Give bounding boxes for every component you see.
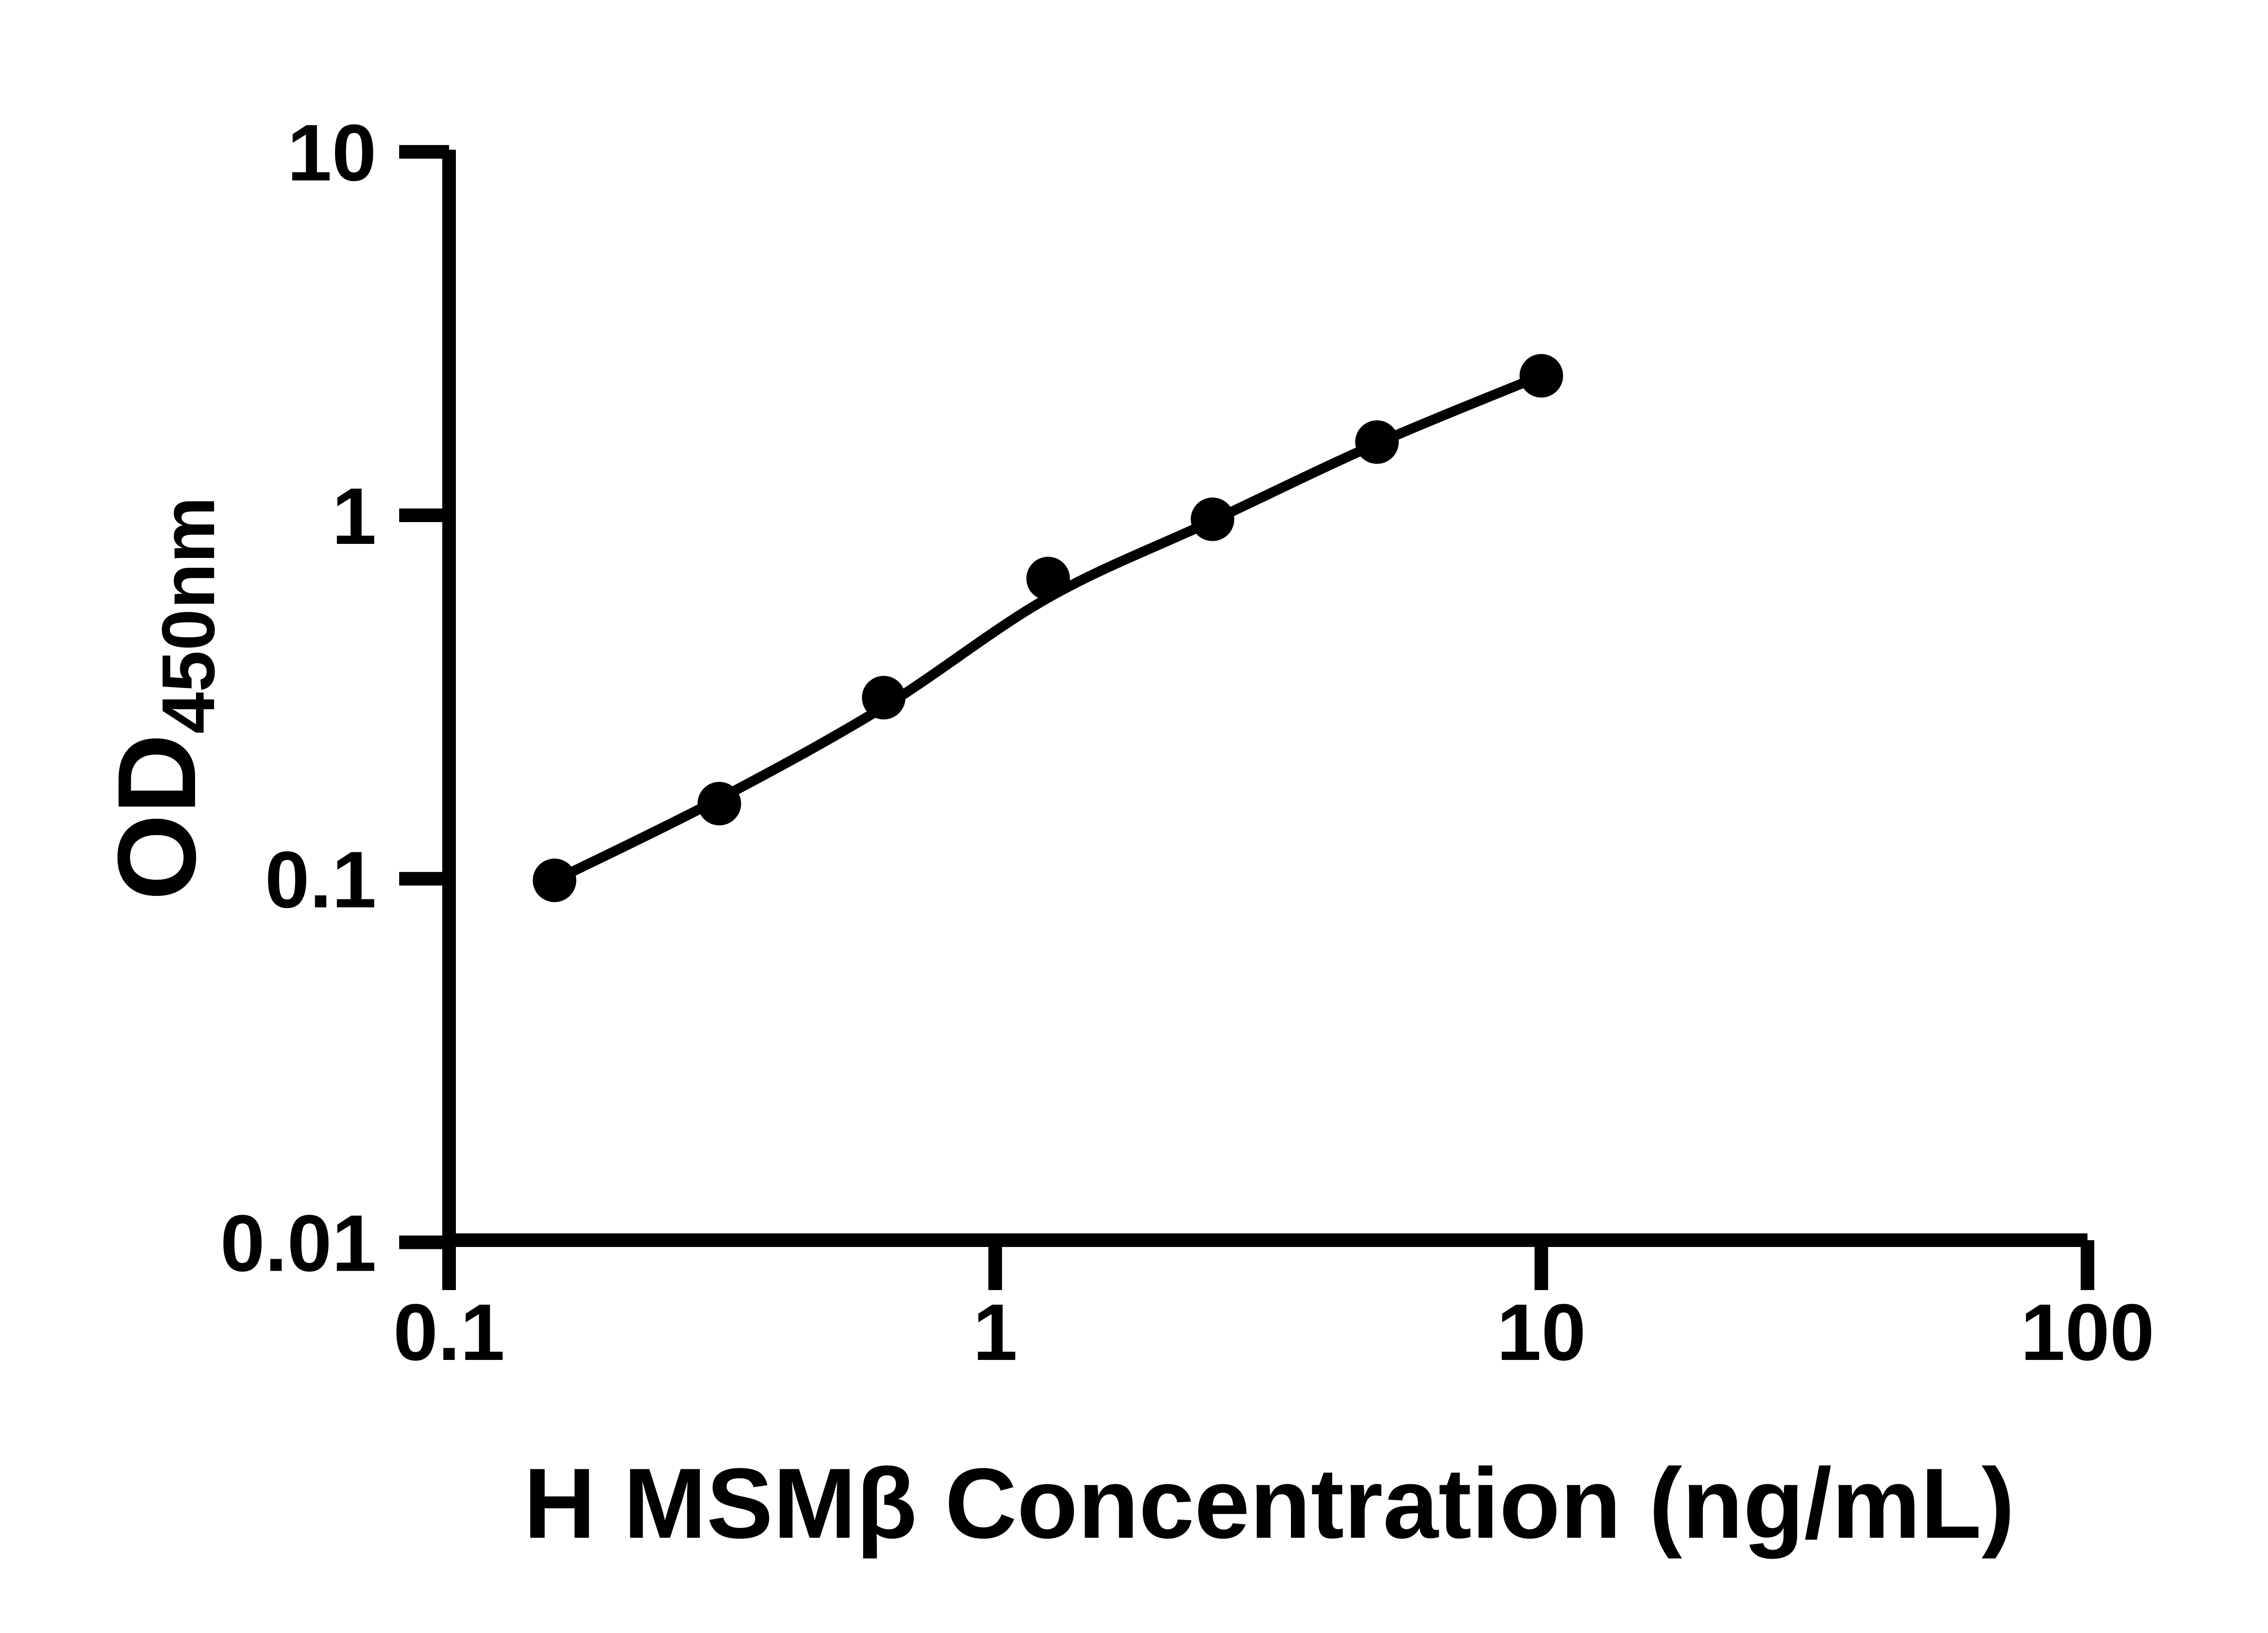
x-tick-group: 0.1 1 10 100: [393, 1240, 2155, 1377]
y-axis-label-subscript: 450nm: [147, 497, 230, 734]
y-tick-label: 0.1: [265, 835, 376, 924]
data-point: [533, 858, 577, 902]
y-tick-group: 10 1 0.1 0.01: [220, 108, 449, 1288]
data-point: [1520, 354, 1563, 398]
x-tick-label: 0.1: [393, 1287, 505, 1377]
x-axis-label: H MSMβ Concentration (ng/mL): [523, 1447, 2014, 1559]
data-point: [1355, 420, 1399, 464]
y-axis-label: OD450nm: [94, 497, 230, 900]
data-point: [862, 676, 906, 719]
x-tick-label: 10: [1497, 1287, 1586, 1377]
x-tick-label: 100: [2020, 1287, 2154, 1377]
y-tick-label: 10: [287, 108, 376, 198]
data-point: [1191, 497, 1235, 541]
y-axis-label-main: OD: [94, 734, 219, 901]
y-tick-label: 1: [332, 471, 376, 561]
x-tick-label: 1: [973, 1287, 1017, 1377]
data-point-group: [533, 354, 1563, 902]
data-point: [697, 782, 741, 826]
y-tick-label: 0.01: [220, 1198, 377, 1288]
data-point: [1026, 557, 1070, 601]
